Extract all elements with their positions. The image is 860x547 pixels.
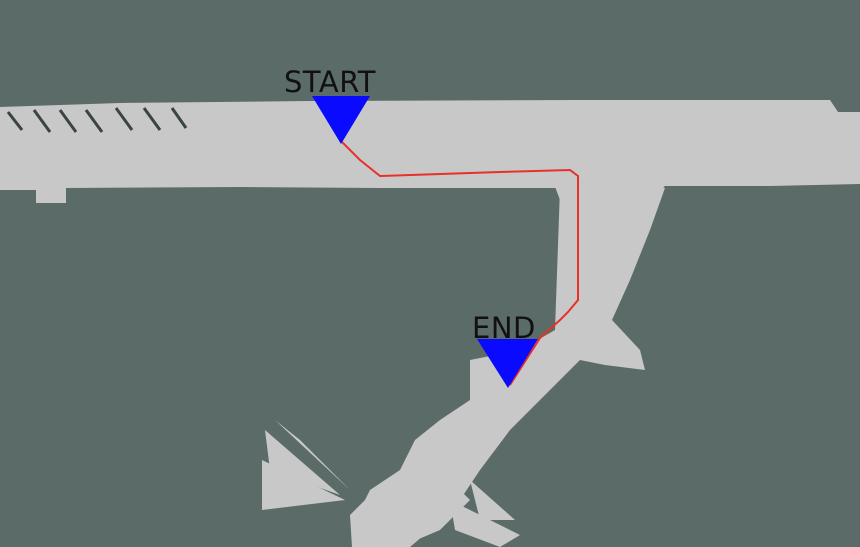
planned-path: [339, 139, 579, 386]
scan-fan-left-3: [275, 420, 350, 490]
lower-room: [350, 470, 470, 547]
start-label: START: [284, 65, 376, 99]
scan-fan-right-2: [470, 480, 515, 520]
start-marker-icon: [312, 96, 370, 144]
scan-fan-left-2: [262, 460, 345, 510]
end-marker-icon: [477, 339, 538, 388]
main-corridor: [0, 100, 860, 203]
hatch-marks: [6, 107, 188, 133]
scan-fan-right: [450, 500, 520, 547]
scan-fan-left: [265, 430, 340, 495]
end-label: END: [472, 311, 536, 345]
